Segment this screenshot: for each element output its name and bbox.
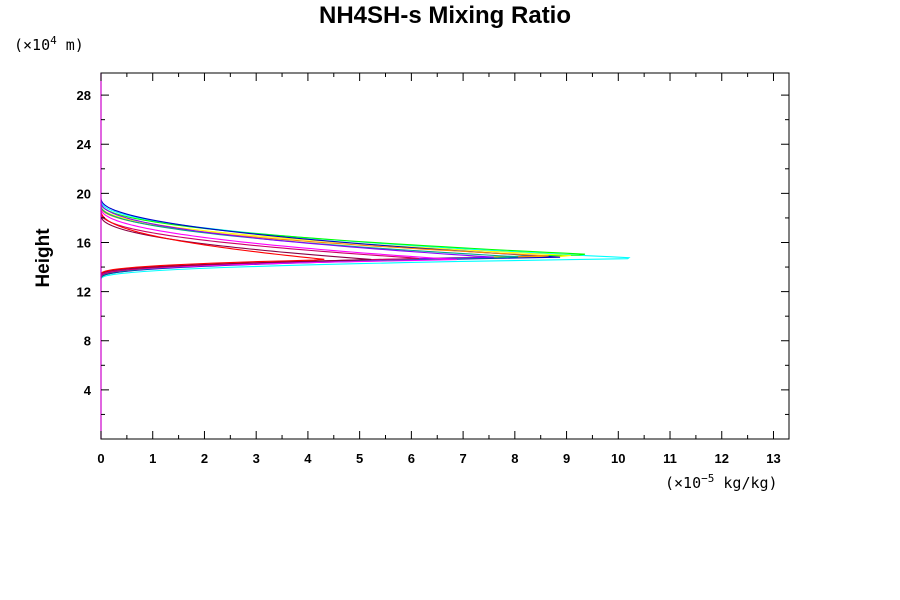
y-tick-label: 16	[77, 235, 91, 250]
y-axis-label: Height	[33, 228, 54, 288]
x-tick-label: 1	[149, 451, 156, 466]
series-line-11	[100, 210, 325, 275]
x-tick-label: 3	[253, 451, 260, 466]
x-unit-prefix: (×10	[665, 474, 701, 492]
series-line-8	[100, 208, 457, 276]
y-unit-prefix: (×10	[14, 36, 50, 54]
x-tick-label: 12	[715, 451, 729, 466]
x-tick-label: 0	[97, 451, 104, 466]
x-tick-label: 10	[611, 451, 625, 466]
x-tick-label: 9	[563, 451, 570, 466]
series-line-10	[100, 215, 372, 276]
x-tick-label: 6	[408, 451, 415, 466]
x-tick-label: 8	[511, 451, 518, 466]
y-unit-exponent: 4	[50, 34, 57, 47]
x-tick-label: 11	[663, 451, 677, 466]
y-tick-label: 4	[84, 383, 92, 398]
y-tick-label: 8	[84, 334, 91, 349]
x-unit-suffix: kg/kg)	[714, 474, 777, 492]
x-tick-label: 13	[766, 451, 780, 466]
x-tick-label: 2	[201, 451, 208, 466]
x-axis: 0 1 2 3 4 5 6 7 8 9 10 11 12 13	[97, 73, 781, 466]
plot-frame	[100, 72, 790, 440]
x-tick-label: 5	[356, 451, 363, 466]
y-unit-suffix: m)	[57, 36, 84, 54]
y-tick-label: 12	[77, 285, 91, 300]
y-unit-label: (×104 m)	[14, 34, 84, 54]
x-unit-exponent: −5	[701, 472, 714, 485]
x-tick-label: 7	[459, 451, 466, 466]
chart-title: NH4SH-s Mixing Ratio	[319, 2, 571, 29]
x-unit-label: (×10−5 kg/kg)	[665, 472, 778, 492]
y-axis: 4 8 12 16 20 24 28	[77, 88, 789, 415]
y-tick-label: 24	[77, 137, 92, 152]
plot-area	[100, 198, 631, 280]
x-tick-label: 4	[304, 451, 312, 466]
y-tick-label: 20	[77, 186, 91, 201]
y-tick-label: 28	[77, 88, 91, 103]
